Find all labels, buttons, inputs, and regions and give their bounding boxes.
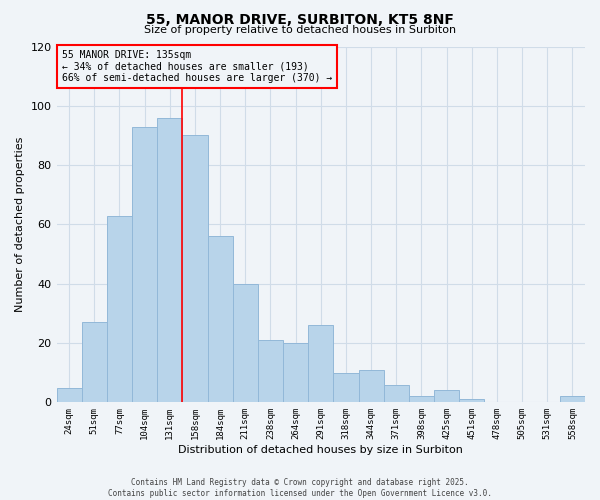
Bar	[308, 325, 334, 402]
Text: Size of property relative to detached houses in Surbiton: Size of property relative to detached ho…	[144, 25, 456, 35]
Bar	[409, 396, 434, 402]
Bar	[132, 126, 157, 402]
Bar	[359, 370, 383, 402]
Bar	[258, 340, 283, 402]
Bar	[383, 384, 409, 402]
Text: 55 MANOR DRIVE: 135sqm
← 34% of detached houses are smaller (193)
66% of semi-de: 55 MANOR DRIVE: 135sqm ← 34% of detached…	[62, 50, 332, 84]
Bar	[434, 390, 459, 402]
Bar	[233, 284, 258, 403]
Bar	[334, 372, 359, 402]
Bar	[208, 236, 233, 402]
Bar	[56, 388, 82, 402]
X-axis label: Distribution of detached houses by size in Surbiton: Distribution of detached houses by size …	[178, 445, 463, 455]
Bar	[157, 118, 182, 403]
Bar	[283, 343, 308, 402]
Bar	[82, 322, 107, 402]
Bar	[107, 216, 132, 402]
Y-axis label: Number of detached properties: Number of detached properties	[15, 136, 25, 312]
Bar	[560, 396, 585, 402]
Text: 55, MANOR DRIVE, SURBITON, KT5 8NF: 55, MANOR DRIVE, SURBITON, KT5 8NF	[146, 12, 454, 26]
Bar	[182, 136, 208, 402]
Bar	[459, 400, 484, 402]
Text: Contains HM Land Registry data © Crown copyright and database right 2025.
Contai: Contains HM Land Registry data © Crown c…	[108, 478, 492, 498]
